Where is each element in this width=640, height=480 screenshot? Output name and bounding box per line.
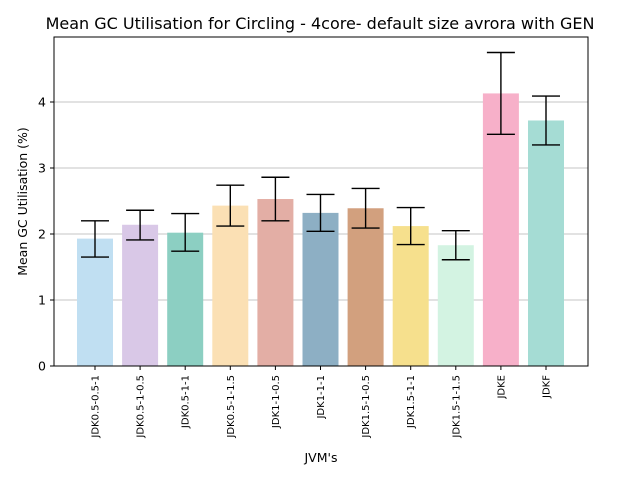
y-tick-label: 1 xyxy=(38,293,46,308)
error-bar-10 xyxy=(532,95,560,146)
x-tick-label: JDK0.5-1-1.5 xyxy=(226,375,237,439)
y-tick-label: 2 xyxy=(38,227,46,242)
error-bar-6 xyxy=(351,187,380,229)
x-axis-ticks: JDK0.5-0.5-1 JDK0.5-1-0.5 JDK0.5-1-1 JDK0.5… xyxy=(91,366,553,439)
bar-6 xyxy=(347,208,384,366)
x-tick-label: JDK1.5-1-1 xyxy=(406,375,417,429)
bars xyxy=(77,93,564,367)
y-tick-label: 3 xyxy=(38,161,46,176)
error-bar-1 xyxy=(126,209,155,241)
bar-8 xyxy=(437,245,474,366)
x-tick-label: JDKE xyxy=(496,375,507,400)
bar-4 xyxy=(257,199,294,366)
x-tick-label: JDK0.5-1-0.5 xyxy=(136,375,147,439)
x-tick-label: JDKF xyxy=(542,375,553,399)
error-bar-9 xyxy=(486,51,515,136)
x-tick-label: JDK1-1-1 xyxy=(316,375,327,420)
bar-10 xyxy=(528,120,564,366)
error-bar-0 xyxy=(81,220,109,258)
x-axis-label: JVM's xyxy=(304,450,338,465)
bar-9 xyxy=(482,93,519,367)
error-bar-8 xyxy=(441,229,470,261)
error-bar-5 xyxy=(306,193,335,233)
bar-1 xyxy=(122,224,159,366)
x-tick-label: JDK1.5-1-1.5 xyxy=(451,375,462,439)
y-tick-label: 4 xyxy=(38,95,46,110)
error-bar-3 xyxy=(216,184,245,227)
x-tick-label: JDK1.5-1-0.5 xyxy=(361,375,372,439)
error-bars xyxy=(81,51,560,261)
bar-3 xyxy=(212,205,249,366)
y-axis-ticks: 0 1 2 3 4 xyxy=(38,95,54,374)
error-bar-7 xyxy=(396,206,425,246)
chart-title: Mean GC Utilisation for Circling - 4core… xyxy=(46,14,595,33)
bar-5 xyxy=(302,212,339,366)
bar-2 xyxy=(167,232,204,366)
x-tick-label: JDK0.5-0.5-1 xyxy=(91,375,102,439)
y-tick-label: 0 xyxy=(38,359,46,374)
error-bar-2 xyxy=(171,212,200,252)
bar-0 xyxy=(77,238,113,366)
y-axis-label: Mean GC Utilisation (%) xyxy=(15,127,30,276)
bar-7 xyxy=(392,226,429,366)
error-bar-4 xyxy=(261,176,290,222)
x-tick-label: JDK1-1-0.5 xyxy=(271,375,282,429)
x-tick-label: JDK0.5-1-1 xyxy=(181,375,192,429)
